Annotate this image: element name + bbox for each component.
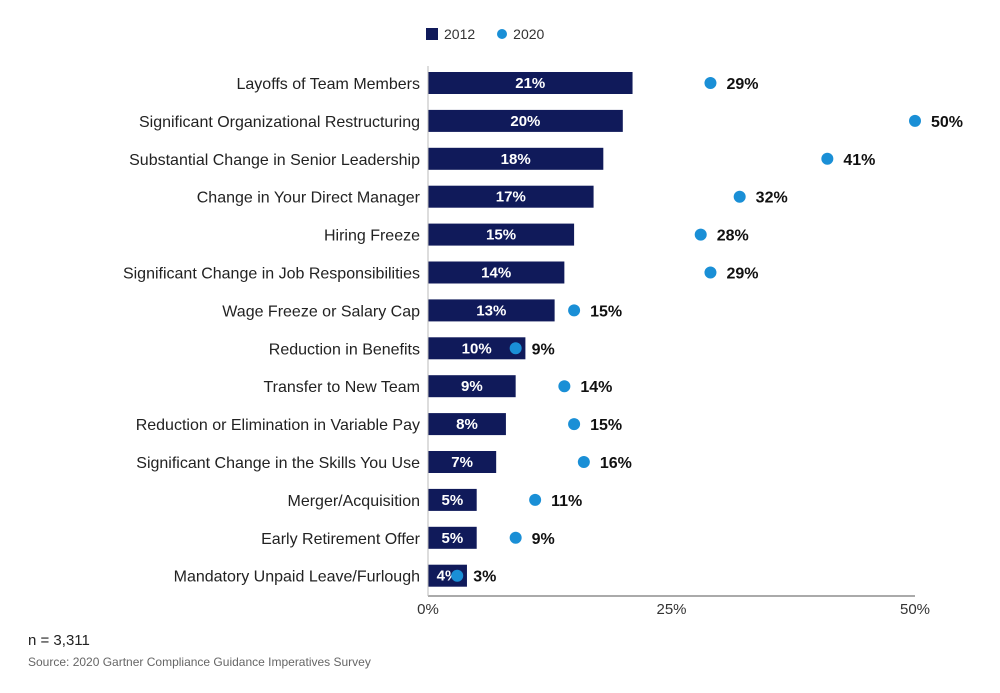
dot-value-label: 29% xyxy=(726,266,758,283)
bar-2012 xyxy=(428,261,565,284)
category-label: Significant Change in the Skills You Use xyxy=(136,455,420,472)
dot-2020 xyxy=(909,114,921,127)
x-tick-label: 50% xyxy=(900,601,930,618)
bar-value-label: 18% xyxy=(501,151,531,168)
bar-2012 xyxy=(428,223,575,246)
bar-value-label: 21% xyxy=(515,75,545,92)
bar-2012 xyxy=(428,299,555,322)
bar-value-label: 15% xyxy=(486,227,516,244)
legend-item-2020: 2020 xyxy=(497,26,544,42)
bar-2012 xyxy=(428,526,477,549)
bar-chart: Layoffs of Team Members 21% 29% Significant… xyxy=(123,66,963,618)
bar-2012 xyxy=(428,109,623,132)
dot-2020 xyxy=(568,418,581,431)
dot-2020 xyxy=(509,342,522,355)
category-label: Mandatory Unpaid Leave/Furlough xyxy=(174,569,420,586)
category-label: Layoffs of Team Members xyxy=(237,76,421,93)
x-tick-label: 0% xyxy=(417,601,439,618)
legend: 2012 2020 xyxy=(426,26,544,42)
category-label: Significant Organizational Restructuring xyxy=(139,114,420,131)
dot-2020 xyxy=(558,380,571,393)
dot-value-label: 14% xyxy=(580,379,612,396)
dot-value-label: 9% xyxy=(532,341,555,358)
bar-2012 xyxy=(428,185,594,208)
sample-size: n = 3,311 xyxy=(28,632,90,649)
bar-value-label: 17% xyxy=(496,189,526,206)
dot-2020 xyxy=(733,190,746,203)
dot-value-label: 16% xyxy=(600,455,632,472)
bar-value-label: 13% xyxy=(476,302,506,319)
dot-value-label: 3% xyxy=(473,569,496,586)
dot-2020 xyxy=(529,493,542,506)
dot-2020 xyxy=(704,77,717,89)
dot-2020 xyxy=(694,228,707,241)
bar-value-label: 10% xyxy=(462,340,492,357)
x-tick-label: 25% xyxy=(656,601,686,618)
bar-value-label: 5% xyxy=(442,492,464,509)
bar-value-label: 14% xyxy=(481,265,511,282)
category-label: Change in Your Direct Manager xyxy=(197,190,421,207)
category-label: Substantial Change in Senior Leadership xyxy=(129,152,420,169)
dot-value-label: 15% xyxy=(590,303,622,320)
bar-2012 xyxy=(428,413,506,436)
category-label: Merger/Acquisition xyxy=(288,493,421,510)
bar-2012 xyxy=(428,337,526,360)
bar-2012 xyxy=(428,488,477,511)
legend-swatch-2012 xyxy=(426,28,438,40)
dot-value-label: 32% xyxy=(756,190,788,207)
bar-value-label: 8% xyxy=(456,416,478,433)
bar-2012 xyxy=(428,451,497,473)
category-label: Reduction or Elimination in Variable Pay xyxy=(136,417,420,434)
category-label: Hiring Freeze xyxy=(324,228,420,245)
category-label: Significant Change in Job Responsibiliti… xyxy=(123,266,420,283)
legend-swatch-2020 xyxy=(497,29,508,39)
bar-2012 xyxy=(428,72,633,94)
bar-value-label: 20% xyxy=(510,113,540,130)
dot-2020 xyxy=(704,266,717,279)
dot-2020 xyxy=(568,304,581,317)
dot-2020 xyxy=(821,152,834,165)
legend-label-2012: 2012 xyxy=(444,26,476,42)
dot-value-label: 29% xyxy=(726,76,758,93)
dot-value-label: 15% xyxy=(590,417,622,434)
bar-value-label: 7% xyxy=(451,454,473,471)
bar-2012 xyxy=(428,147,604,170)
source-note: Source: 2020 Gartner Compliance Guidance… xyxy=(28,655,371,669)
dot-value-label: 9% xyxy=(532,531,555,548)
legend-item-2012: 2012 xyxy=(426,26,475,42)
category-label: Wage Freeze or Salary Cap xyxy=(222,303,420,320)
dot-value-label: 11% xyxy=(551,493,582,510)
dot-2020 xyxy=(509,531,522,544)
dot-value-label: 50% xyxy=(931,114,963,131)
category-label: Reduction in Benefits xyxy=(269,341,420,358)
bar-value-label: 5% xyxy=(442,530,464,547)
dot-2020 xyxy=(577,456,590,468)
category-label: Transfer to New Team xyxy=(264,379,421,396)
legend-label-2020: 2020 xyxy=(513,26,545,42)
bar-2012 xyxy=(428,375,516,398)
dot-value-label: 28% xyxy=(717,228,749,245)
bar-value-label: 9% xyxy=(461,378,483,395)
dot-2020 xyxy=(451,569,464,582)
category-label: Early Retirement Offer xyxy=(261,531,421,548)
dot-value-label: 41% xyxy=(843,152,875,169)
